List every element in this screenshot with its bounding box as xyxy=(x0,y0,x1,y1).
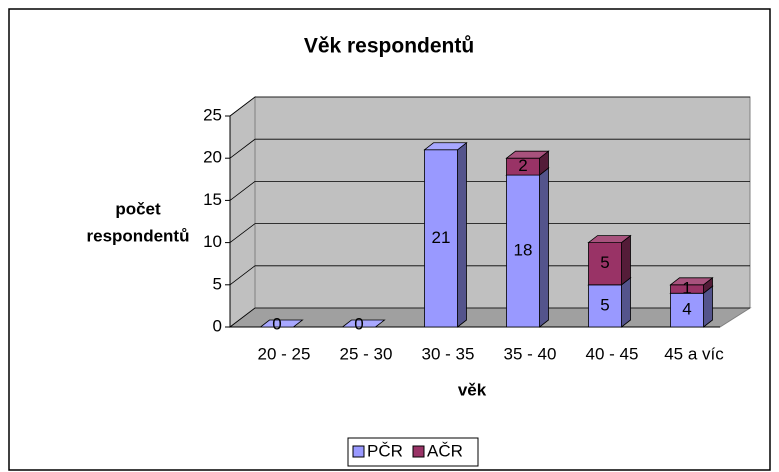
y-tick-label: 5 xyxy=(213,274,222,293)
bar xyxy=(669,285,714,328)
x-axis-label: věk xyxy=(458,380,487,399)
x-tick-label: 45 a víc xyxy=(664,344,724,363)
legend-swatch xyxy=(412,445,425,458)
y-tick-label: 0 xyxy=(213,316,222,335)
data-label: 4 xyxy=(682,300,691,319)
bar-top xyxy=(423,142,468,151)
legend-swatch xyxy=(352,445,365,458)
grid-line xyxy=(229,96,750,117)
bar-top xyxy=(259,319,304,328)
bar-top xyxy=(341,319,386,328)
data-label: 21 xyxy=(432,228,451,247)
bar xyxy=(587,234,632,286)
bar-front xyxy=(424,149,458,328)
grid-line xyxy=(229,265,750,286)
back-wall xyxy=(254,96,751,309)
data-label: 18 xyxy=(514,241,533,260)
bar-top xyxy=(587,235,632,244)
bar-side xyxy=(457,141,467,328)
x-tick-label: 25 - 30 xyxy=(340,344,393,363)
bar-side xyxy=(621,276,631,328)
y-tick-label: 10 xyxy=(203,232,222,251)
bar xyxy=(505,150,550,176)
side-wall xyxy=(229,95,256,329)
data-label: 5 xyxy=(600,253,609,272)
x-tick-label: 35 - 40 xyxy=(504,344,557,363)
legend-label: PČR xyxy=(367,441,403,460)
bar-side xyxy=(621,234,631,286)
bar xyxy=(341,319,386,328)
data-label: 5 xyxy=(600,295,609,314)
x-tick-label: 20 - 25 xyxy=(258,344,311,363)
bar-top xyxy=(669,277,714,286)
y-axis-label: počet xyxy=(115,199,161,218)
bar xyxy=(259,319,304,328)
data-label: 0 xyxy=(272,314,281,333)
bar xyxy=(423,141,468,328)
bar xyxy=(669,276,714,295)
chart-title: Věk respondentů xyxy=(304,35,474,58)
x-tick-label: 40 - 45 xyxy=(586,344,639,363)
bar-side xyxy=(539,167,549,328)
grid-line xyxy=(229,138,750,159)
grid-line xyxy=(229,223,750,243)
data-label: 2 xyxy=(518,156,527,175)
data-label: 1 xyxy=(682,279,691,298)
bar-top xyxy=(505,150,550,159)
grid-line xyxy=(229,307,750,328)
grid-line xyxy=(229,180,750,201)
y-tick-label: 25 xyxy=(203,105,222,124)
y-tick-label: 15 xyxy=(203,190,222,209)
legend-label: AČR xyxy=(427,441,463,460)
y-axis-label: respondentů xyxy=(87,226,190,245)
x-tick-label: 30 - 35 xyxy=(422,344,475,363)
data-label: 0 xyxy=(354,314,363,333)
y-tick-label: 20 xyxy=(203,148,222,167)
